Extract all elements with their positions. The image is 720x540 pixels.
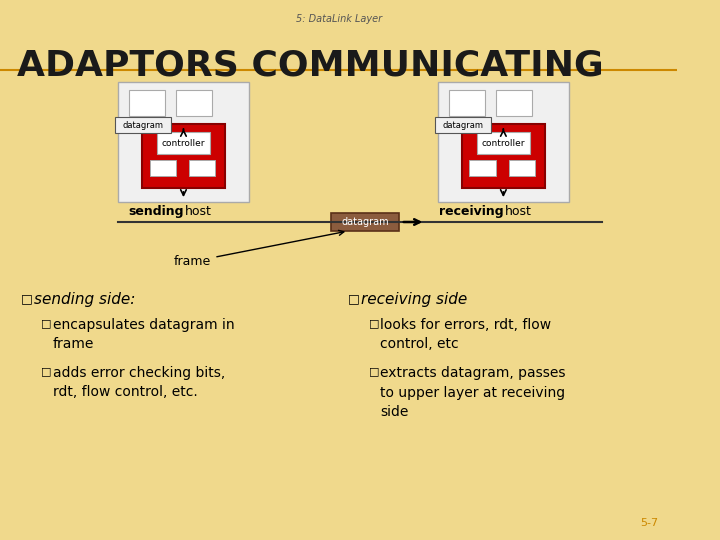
Bar: [331, 213, 399, 231]
Text: frame: frame: [174, 231, 344, 268]
Bar: [117, 82, 249, 202]
Text: ADAPTORS COMMUNICATING: ADAPTORS COMMUNICATING: [17, 48, 603, 82]
Text: sending: sending: [128, 205, 184, 218]
Text: datagram: datagram: [341, 217, 389, 227]
Text: sending side:: sending side:: [34, 292, 135, 307]
Bar: [449, 90, 485, 116]
Bar: [477, 132, 530, 154]
Text: encapsulates datagram in
frame: encapsulates datagram in frame: [53, 318, 234, 352]
Text: receiving side: receiving side: [361, 292, 467, 307]
Bar: [150, 160, 176, 176]
Bar: [496, 90, 531, 116]
Text: □: □: [41, 318, 52, 328]
Text: controller: controller: [482, 138, 525, 147]
Text: adds error checking bits,
rdt, flow control, etc.: adds error checking bits, rdt, flow cont…: [53, 366, 225, 400]
Text: receiving: receiving: [438, 205, 503, 218]
FancyBboxPatch shape: [435, 117, 491, 133]
Bar: [129, 90, 165, 116]
Text: □: □: [348, 292, 360, 305]
Bar: [438, 82, 570, 202]
Text: extracts datagram, passes
to upper layer at receiving
side: extracts datagram, passes to upper layer…: [380, 366, 566, 419]
Bar: [509, 160, 536, 176]
Text: 5-7: 5-7: [641, 518, 659, 528]
Bar: [189, 160, 215, 176]
Text: □: □: [369, 318, 379, 328]
Text: host: host: [505, 205, 532, 218]
Bar: [462, 124, 545, 188]
Bar: [142, 124, 225, 188]
Text: 5: DataLink Layer: 5: DataLink Layer: [296, 14, 382, 24]
Text: □: □: [41, 366, 52, 376]
Text: □: □: [369, 366, 379, 376]
Bar: [176, 90, 212, 116]
Text: host: host: [185, 205, 212, 218]
Bar: [157, 132, 210, 154]
Text: datagram: datagram: [442, 120, 483, 130]
Text: looks for errors, rdt, flow
control, etc: looks for errors, rdt, flow control, etc: [380, 318, 552, 352]
Bar: [469, 160, 496, 176]
Text: datagram: datagram: [122, 120, 163, 130]
FancyBboxPatch shape: [114, 117, 171, 133]
Text: controller: controller: [162, 138, 205, 147]
Text: □: □: [21, 292, 32, 305]
